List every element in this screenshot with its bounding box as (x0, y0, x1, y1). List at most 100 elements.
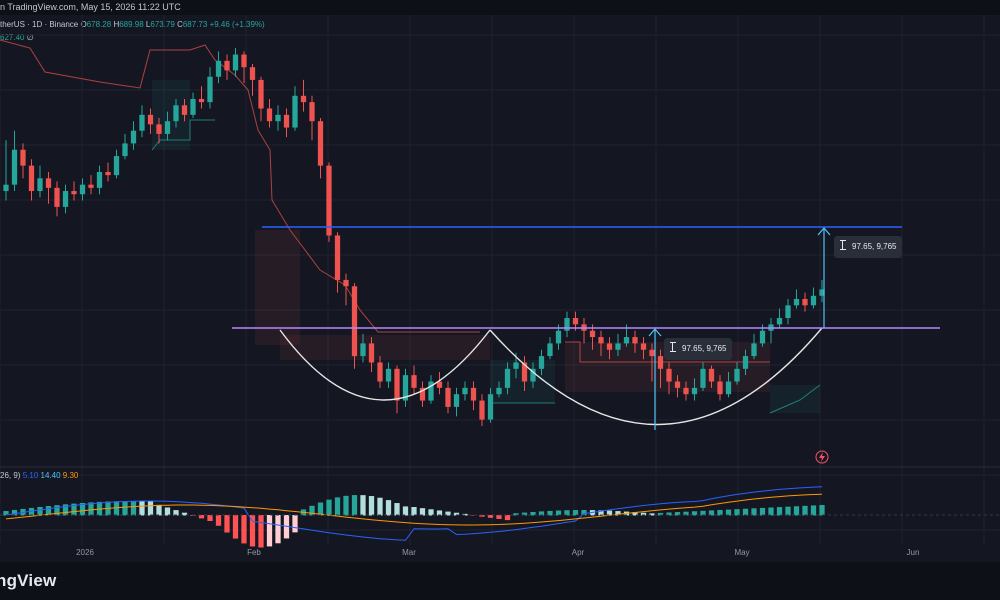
candle-body (717, 381, 723, 395)
macd-histogram-bar (411, 507, 417, 516)
x-axis-tick-label: May (734, 548, 749, 557)
macd-histogram-bar (649, 513, 655, 516)
candle-body (232, 54, 239, 71)
macd-histogram-bar (640, 512, 647, 516)
candle-body (113, 156, 120, 176)
macd-histogram-bar (62, 504, 69, 516)
open-value: 678.28 (86, 20, 112, 29)
symbol-label[interactable]: therUS · 1D · Binance (0, 20, 79, 29)
macd-histogram-bar (759, 507, 766, 516)
candle-body (37, 178, 43, 192)
macd-histogram-bar (241, 515, 247, 544)
macd-histogram-bar (691, 511, 698, 516)
candle-body (462, 387, 468, 395)
x-axis-tick-label: 2026 (76, 548, 94, 557)
macd-value: 5.10 (22, 471, 39, 480)
macd-histogram-bar (45, 506, 52, 516)
candle-body (241, 54, 247, 68)
candle-body (343, 279, 349, 287)
macd-histogram-bar (479, 515, 485, 517)
x-axis-tick-label: Feb (247, 548, 261, 557)
measure-label-target[interactable]: 97.65, 9,765 (834, 236, 903, 258)
candle-body (657, 356, 664, 369)
candle-body (139, 114, 145, 131)
macd-histogram-bar (3, 511, 9, 516)
macd-histogram-bar (224, 515, 230, 533)
macd-histogram-bar (725, 509, 732, 516)
macd-histogram-bar (776, 507, 783, 516)
candle-body (649, 349, 655, 357)
candle-body (351, 286, 358, 357)
indicator-legend: 627.40 ∅ (0, 33, 34, 42)
supertrend-line-down (0, 39, 480, 333)
macd-histogram-bar (598, 510, 604, 516)
candle-body (62, 191, 69, 207)
candle-body (666, 368, 672, 382)
candle-body (589, 330, 596, 338)
low-value: 673.79 (150, 20, 175, 29)
candle-body (538, 356, 545, 369)
macd-histogram-bar (742, 508, 749, 516)
candle-body (207, 76, 213, 103)
macd-histogram-bar (54, 505, 60, 516)
candle-body (802, 298, 808, 306)
flash-alert-icon (815, 450, 829, 464)
macd-histogram-bar (402, 506, 409, 516)
candle-body (411, 375, 417, 388)
measure-label-cup[interactable]: 97.65, 9,765 (664, 338, 733, 360)
macd-histogram-bar (37, 506, 43, 516)
macd-histogram-bar (793, 506, 800, 516)
close-value: 687.73 (182, 20, 208, 29)
macd-histogram-bar (632, 512, 638, 516)
macd-histogram-bar (802, 505, 808, 516)
macd-histogram-bar (249, 515, 256, 547)
x-axis-tick-label: Apr (572, 548, 585, 557)
source-text: n TradingView.com, May 15, 2026 11:22 UT… (0, 2, 181, 12)
macd-params: 26, 9) (0, 471, 21, 480)
candle-body (11, 149, 18, 185)
macd-histogram-bar (683, 511, 689, 516)
candle-body (122, 143, 128, 157)
supertrend-band-down (280, 335, 490, 360)
candle-body (147, 114, 154, 125)
macd-histogram-bar (504, 515, 511, 521)
macd-histogram-bar (28, 507, 35, 516)
signal-value: 14.40 (40, 471, 61, 480)
macd-histogram-bar (258, 515, 264, 548)
macd-histogram-bar (215, 515, 222, 526)
candle-body (130, 130, 137, 144)
candle-body (487, 394, 494, 420)
candle-body (504, 368, 511, 388)
flash-alert-icon (819, 452, 825, 462)
macd-histogram-bar (164, 507, 171, 516)
macd-histogram-bar (156, 504, 162, 516)
macd-histogram-bar (309, 505, 315, 516)
measure-text: 97.65, 9,765 (682, 344, 727, 353)
candle-body (470, 387, 477, 401)
candle-body (810, 295, 817, 306)
candle-body (79, 184, 86, 195)
candle-body (572, 318, 579, 325)
candle-body (198, 98, 205, 103)
cup-left-arc (279, 329, 491, 401)
candle-body (819, 289, 825, 296)
macd-histogram-bar (385, 500, 392, 516)
candle-body (691, 387, 698, 395)
candle-body (606, 343, 613, 350)
candle-body (224, 60, 230, 71)
price-chart[interactable]: 2026 Feb Mar Apr May Jun (0, 15, 1000, 562)
candle-body (759, 330, 766, 344)
macd-histogram-bar (496, 515, 502, 519)
measure-text: 97.65, 9,765 (852, 242, 897, 251)
macd-histogram-bar (343, 495, 349, 516)
macd-histogram-bar (317, 502, 324, 516)
macd-histogram-bar (198, 515, 205, 519)
signal-line (5, 493, 823, 526)
macd-histogram-bar (487, 515, 494, 518)
candle-body (402, 375, 409, 401)
candle-body (547, 343, 553, 357)
x-axis-tick-label: Jun (907, 548, 920, 557)
candle-body (45, 178, 52, 188)
measure-icon (670, 342, 676, 352)
candle-body (164, 121, 171, 134)
